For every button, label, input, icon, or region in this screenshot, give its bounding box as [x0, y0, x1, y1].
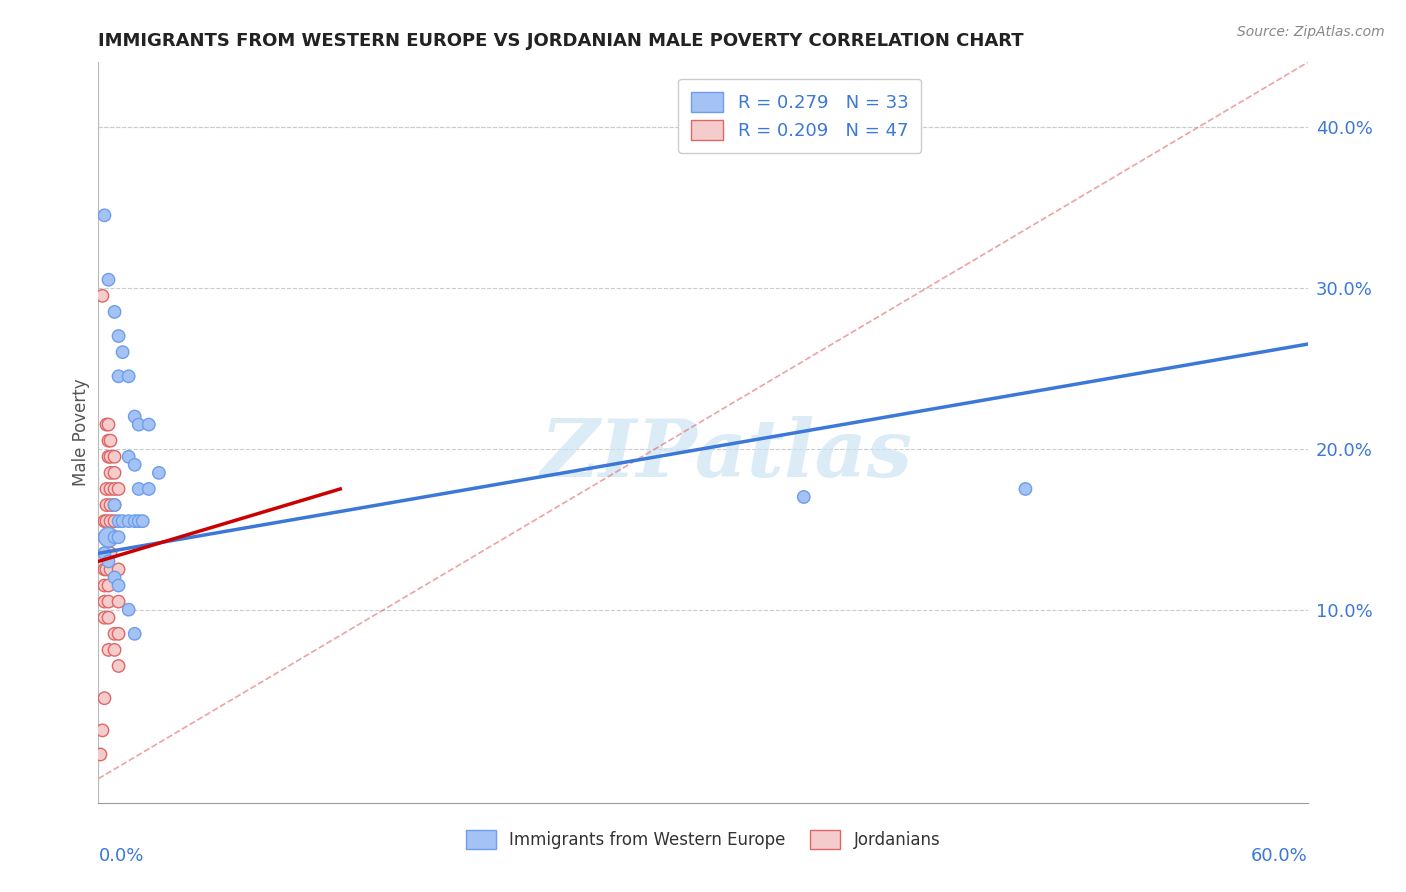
Point	[91, 723, 114, 738]
Text: Source: ZipAtlas.com: Source: ZipAtlas.com	[1237, 25, 1385, 39]
Point	[128, 514, 150, 528]
Point	[103, 627, 125, 641]
Point	[103, 498, 125, 512]
Point	[107, 578, 129, 592]
Point	[128, 482, 150, 496]
Point	[96, 530, 118, 544]
Point	[96, 498, 118, 512]
Point	[96, 417, 118, 432]
Point	[97, 594, 120, 608]
Point	[93, 691, 115, 706]
Point	[97, 434, 120, 448]
Point	[103, 305, 125, 319]
Point	[148, 466, 170, 480]
Point	[96, 514, 118, 528]
Point	[107, 530, 129, 544]
Point	[97, 554, 120, 568]
Point	[97, 610, 120, 624]
Point	[96, 482, 118, 496]
Point	[118, 602, 141, 616]
Point	[124, 627, 146, 641]
Point	[93, 578, 115, 592]
Point	[100, 434, 122, 448]
Point	[138, 417, 160, 432]
Point	[100, 450, 122, 464]
Legend: Immigrants from Western Europe, Jordanians: Immigrants from Western Europe, Jordania…	[457, 822, 949, 857]
Point	[97, 417, 120, 432]
Point	[118, 450, 141, 464]
Point	[111, 345, 134, 359]
Point	[97, 273, 120, 287]
Point	[100, 498, 122, 512]
Point	[89, 747, 111, 762]
Point	[93, 530, 115, 544]
Point	[93, 610, 115, 624]
Point	[103, 450, 125, 464]
Point	[97, 450, 120, 464]
Point	[107, 514, 129, 528]
Point	[107, 594, 129, 608]
Point	[793, 490, 815, 504]
Point	[103, 570, 125, 584]
Point	[97, 578, 120, 592]
Point	[107, 369, 129, 384]
Text: ZIPatlas: ZIPatlas	[541, 416, 914, 493]
Point	[107, 329, 129, 343]
Text: IMMIGRANTS FROM WESTERN EUROPE VS JORDANIAN MALE POVERTY CORRELATION CHART: IMMIGRANTS FROM WESTERN EUROPE VS JORDAN…	[98, 32, 1024, 50]
Point	[93, 208, 115, 222]
Point	[100, 562, 122, 576]
Point	[107, 482, 129, 496]
Point	[103, 482, 125, 496]
Point	[103, 530, 125, 544]
Point	[124, 409, 146, 424]
Point	[97, 643, 120, 657]
Point	[118, 369, 141, 384]
Point	[128, 417, 150, 432]
Point	[100, 546, 122, 560]
Point	[138, 482, 160, 496]
Point	[107, 627, 129, 641]
Y-axis label: Male Poverty: Male Poverty	[72, 379, 90, 486]
Point	[93, 514, 115, 528]
Point	[103, 514, 125, 528]
Point	[107, 562, 129, 576]
Point	[103, 530, 125, 544]
Point	[103, 466, 125, 480]
Point	[96, 562, 118, 576]
Point	[100, 482, 122, 496]
Point	[124, 458, 146, 472]
Point	[124, 514, 146, 528]
Point	[93, 594, 115, 608]
Text: 60.0%: 60.0%	[1251, 847, 1308, 865]
Point	[103, 498, 125, 512]
Point	[93, 562, 115, 576]
Point	[118, 514, 141, 528]
Point	[1014, 482, 1036, 496]
Point	[111, 514, 134, 528]
Point	[132, 514, 155, 528]
Point	[93, 546, 115, 560]
Point	[97, 530, 120, 544]
Point	[93, 546, 115, 560]
Point	[107, 659, 129, 673]
Point	[100, 466, 122, 480]
Point	[100, 514, 122, 528]
Point	[96, 546, 118, 560]
Point	[91, 289, 114, 303]
Text: 0.0%: 0.0%	[98, 847, 143, 865]
Point	[103, 643, 125, 657]
Point	[100, 530, 122, 544]
